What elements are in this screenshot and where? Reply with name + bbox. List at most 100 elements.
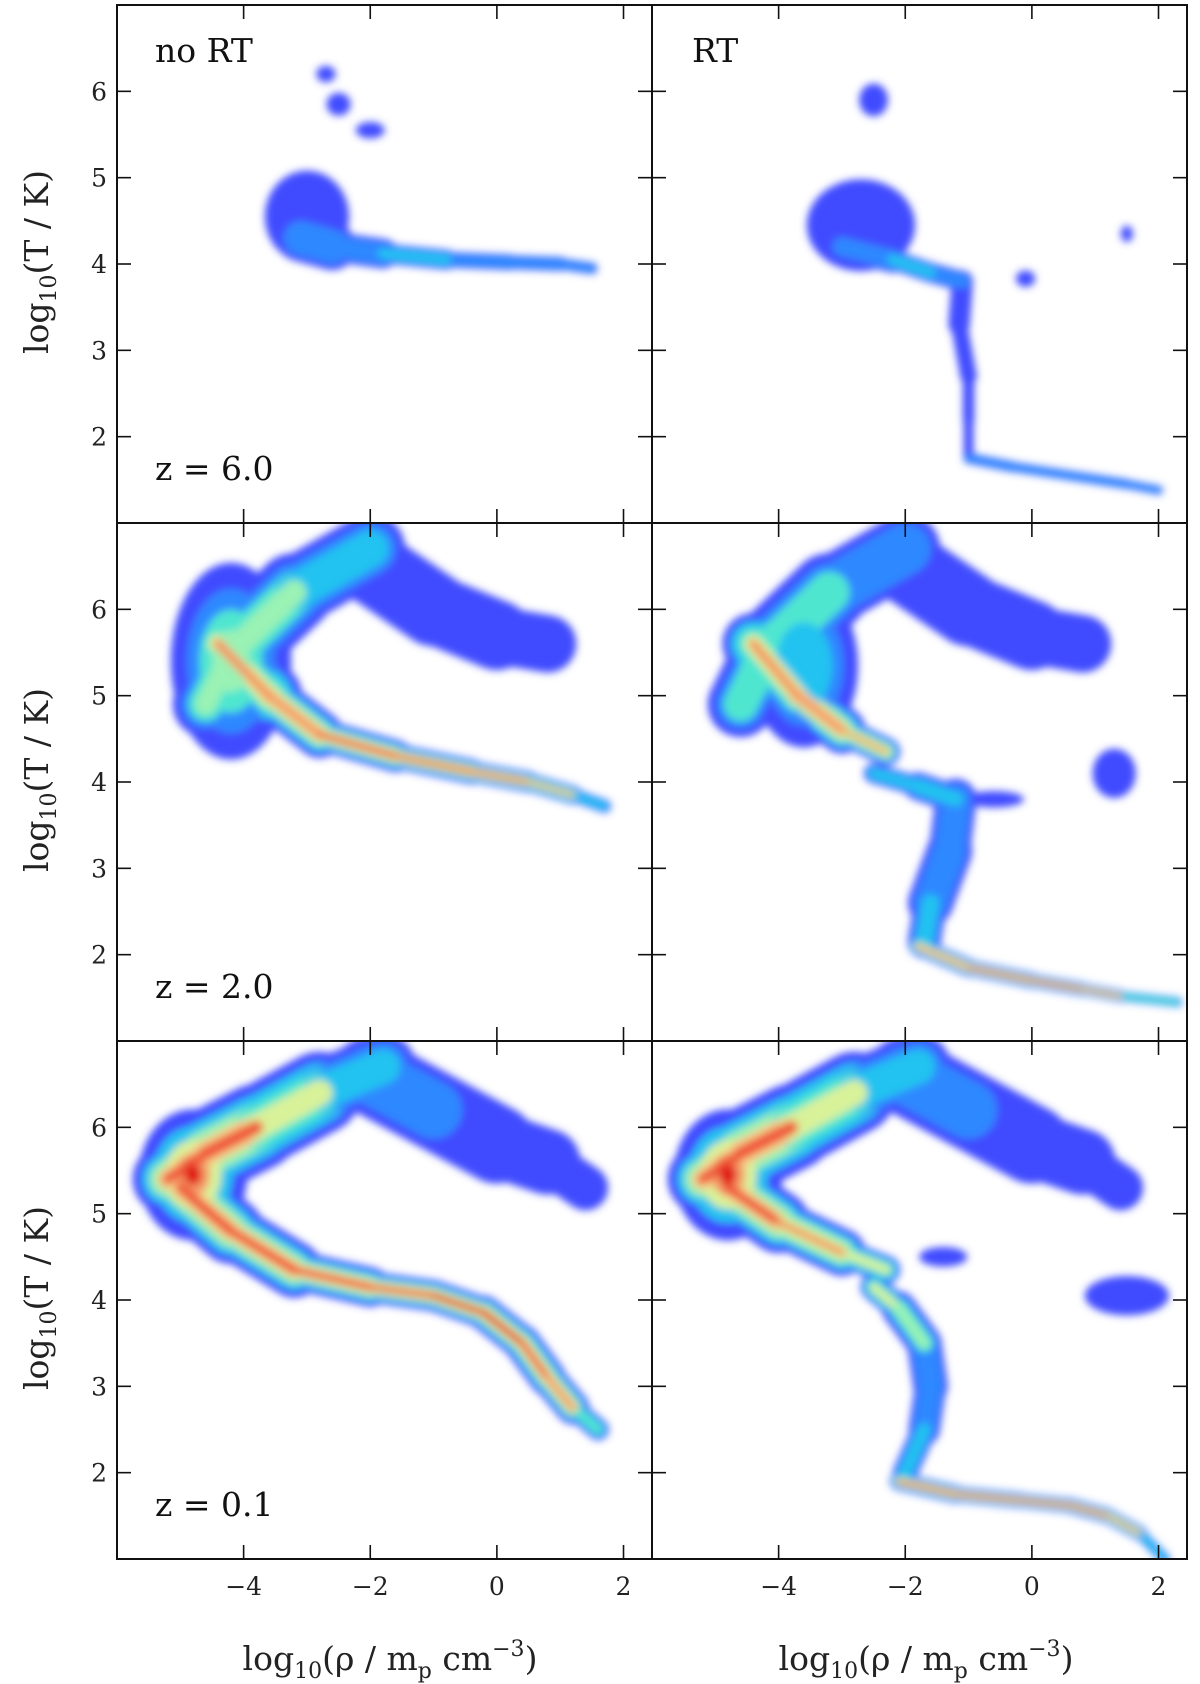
density-track-segment <box>243 1079 333 1141</box>
density-track-segment <box>162 1147 212 1185</box>
density-track-segment <box>213 638 275 701</box>
density-blob <box>184 1164 202 1186</box>
density-track-segment <box>793 691 846 734</box>
density-blob <box>719 1164 737 1186</box>
y-tick-label: 6 <box>91 1113 107 1142</box>
row-label-z2: z = 2.0 <box>155 967 274 1006</box>
density-track-segment <box>837 1248 891 1275</box>
density-track-segment <box>1009 463 1074 480</box>
density-panel-r2-c1 <box>667 1041 1171 1559</box>
y-label-main: log <box>17 302 56 354</box>
density-track-segment <box>504 257 566 270</box>
density-panel-r0-c1 <box>806 83 1164 495</box>
density-track-segment <box>1059 1139 1144 1211</box>
density-layers <box>170 523 612 813</box>
density-track-segment <box>868 768 924 792</box>
y-label-rest: (T / K) <box>17 170 56 275</box>
density-blob <box>963 791 1024 808</box>
density-layers <box>806 83 1164 495</box>
density-track-segment <box>869 1282 904 1313</box>
x-tick-label: −4 <box>760 1572 797 1601</box>
density-track-segment <box>745 571 850 674</box>
y-label-main: log <box>17 820 56 872</box>
x-label-sup: −3 <box>1028 1637 1060 1662</box>
density-layers <box>667 1041 1171 1559</box>
x-tick-label: −2 <box>887 1572 924 1601</box>
density-track-segment <box>954 1492 1021 1502</box>
density-track-segment <box>519 1340 551 1381</box>
density-panel-r1-c0 <box>170 523 612 813</box>
column-label-rt: RT <box>692 31 738 70</box>
density-track-segment <box>1068 1503 1110 1518</box>
x-label-unit: cm <box>432 1639 492 1678</box>
density-blob <box>919 1246 968 1267</box>
x-label-sub: 10 <box>294 1659 322 1684</box>
density-track-segment <box>469 770 531 784</box>
density-blob <box>1015 270 1036 287</box>
density-track-segment <box>481 1310 525 1346</box>
frames-layer: 2 3 4 5 6 2 3 4 5 6 2 3 4 5 6 −4 −2 0 2 −4 −2 0 2 <box>91 4 1188 1601</box>
density-track-segment <box>544 1375 576 1411</box>
density-track-segment <box>524 1139 609 1211</box>
x-label-close: ) <box>525 1639 538 1678</box>
labels-layer: no RT RT z = 6.0 z = 2.0 z = 0.1 log10(T… <box>17 31 1073 1684</box>
y-tick-label: 2 <box>91 1459 107 1488</box>
density-track-segment <box>291 1266 374 1291</box>
density-track-segment <box>431 1293 487 1316</box>
density-track-segment <box>733 1120 799 1161</box>
density-track-segment <box>748 639 803 701</box>
x-label-unit: cm <box>968 1639 1028 1678</box>
density-track-segment <box>923 265 970 289</box>
y-tick-label: 2 <box>91 941 107 970</box>
density-blob <box>1084 1275 1169 1316</box>
x-label-main: log <box>243 1639 295 1678</box>
x-tick-label: 2 <box>1151 1572 1167 1601</box>
density-track-segment <box>774 1218 846 1257</box>
y-axis-label-row-2: log10(T / K) <box>17 1206 62 1390</box>
density-track-segment <box>555 259 597 273</box>
density-track-segment <box>832 237 903 270</box>
y-tick-label: 4 <box>91 768 107 797</box>
y-tick-label: 5 <box>91 682 107 711</box>
y-tick-label: 4 <box>91 1286 107 1315</box>
density-track-segment <box>1123 480 1162 494</box>
x-axis-label-col-0: log10(ρ / mp cm−3) <box>243 1637 538 1684</box>
density-track-segment <box>1066 471 1131 488</box>
x-label-close: ) <box>1061 1639 1074 1678</box>
density-track-segment <box>567 1402 604 1436</box>
y-tick-label: 3 <box>91 854 107 883</box>
y-label-sub: 10 <box>37 792 62 820</box>
x-tick-label: −4 <box>225 1572 262 1601</box>
y-tick-label: 5 <box>91 164 107 193</box>
density-track-segment <box>1136 1530 1168 1559</box>
x-tick-label: 0 <box>489 1572 505 1601</box>
y-label-sub: 10 <box>37 1310 62 1338</box>
density-track-segment <box>887 254 936 278</box>
x-label-sub2: p <box>954 1659 968 1684</box>
density-track-segment <box>1081 987 1123 998</box>
density-track-segment <box>527 780 575 797</box>
svg-text:log10(T / K): log10(T / K) <box>17 688 62 872</box>
row-label-z6: z = 6.0 <box>155 449 274 488</box>
density-track-segment <box>440 253 516 269</box>
y-label-sub: 10 <box>37 274 62 302</box>
density-track-segment <box>1017 1498 1072 1507</box>
column-label-no-rt: no RT <box>155 31 253 70</box>
density-track-segment <box>967 966 1034 983</box>
density-panel-r2-c0 <box>132 1041 609 1441</box>
density-track-segment <box>916 944 971 970</box>
density-track-segment <box>569 791 608 810</box>
density-track-segment <box>265 691 324 739</box>
density-track-segment <box>1117 993 1181 1005</box>
density-track-segment <box>723 1182 784 1228</box>
density-track-segment <box>1003 606 1112 673</box>
density-track-segment <box>1030 979 1085 991</box>
y-tick-label: 2 <box>91 423 107 452</box>
x-label-rest: (ρ / m <box>858 1639 954 1678</box>
density-track-segment <box>964 454 1017 471</box>
density-blob <box>859 83 889 117</box>
density-track-segment <box>317 731 399 759</box>
density-blob <box>1092 748 1136 798</box>
density-track-segment <box>275 530 389 611</box>
